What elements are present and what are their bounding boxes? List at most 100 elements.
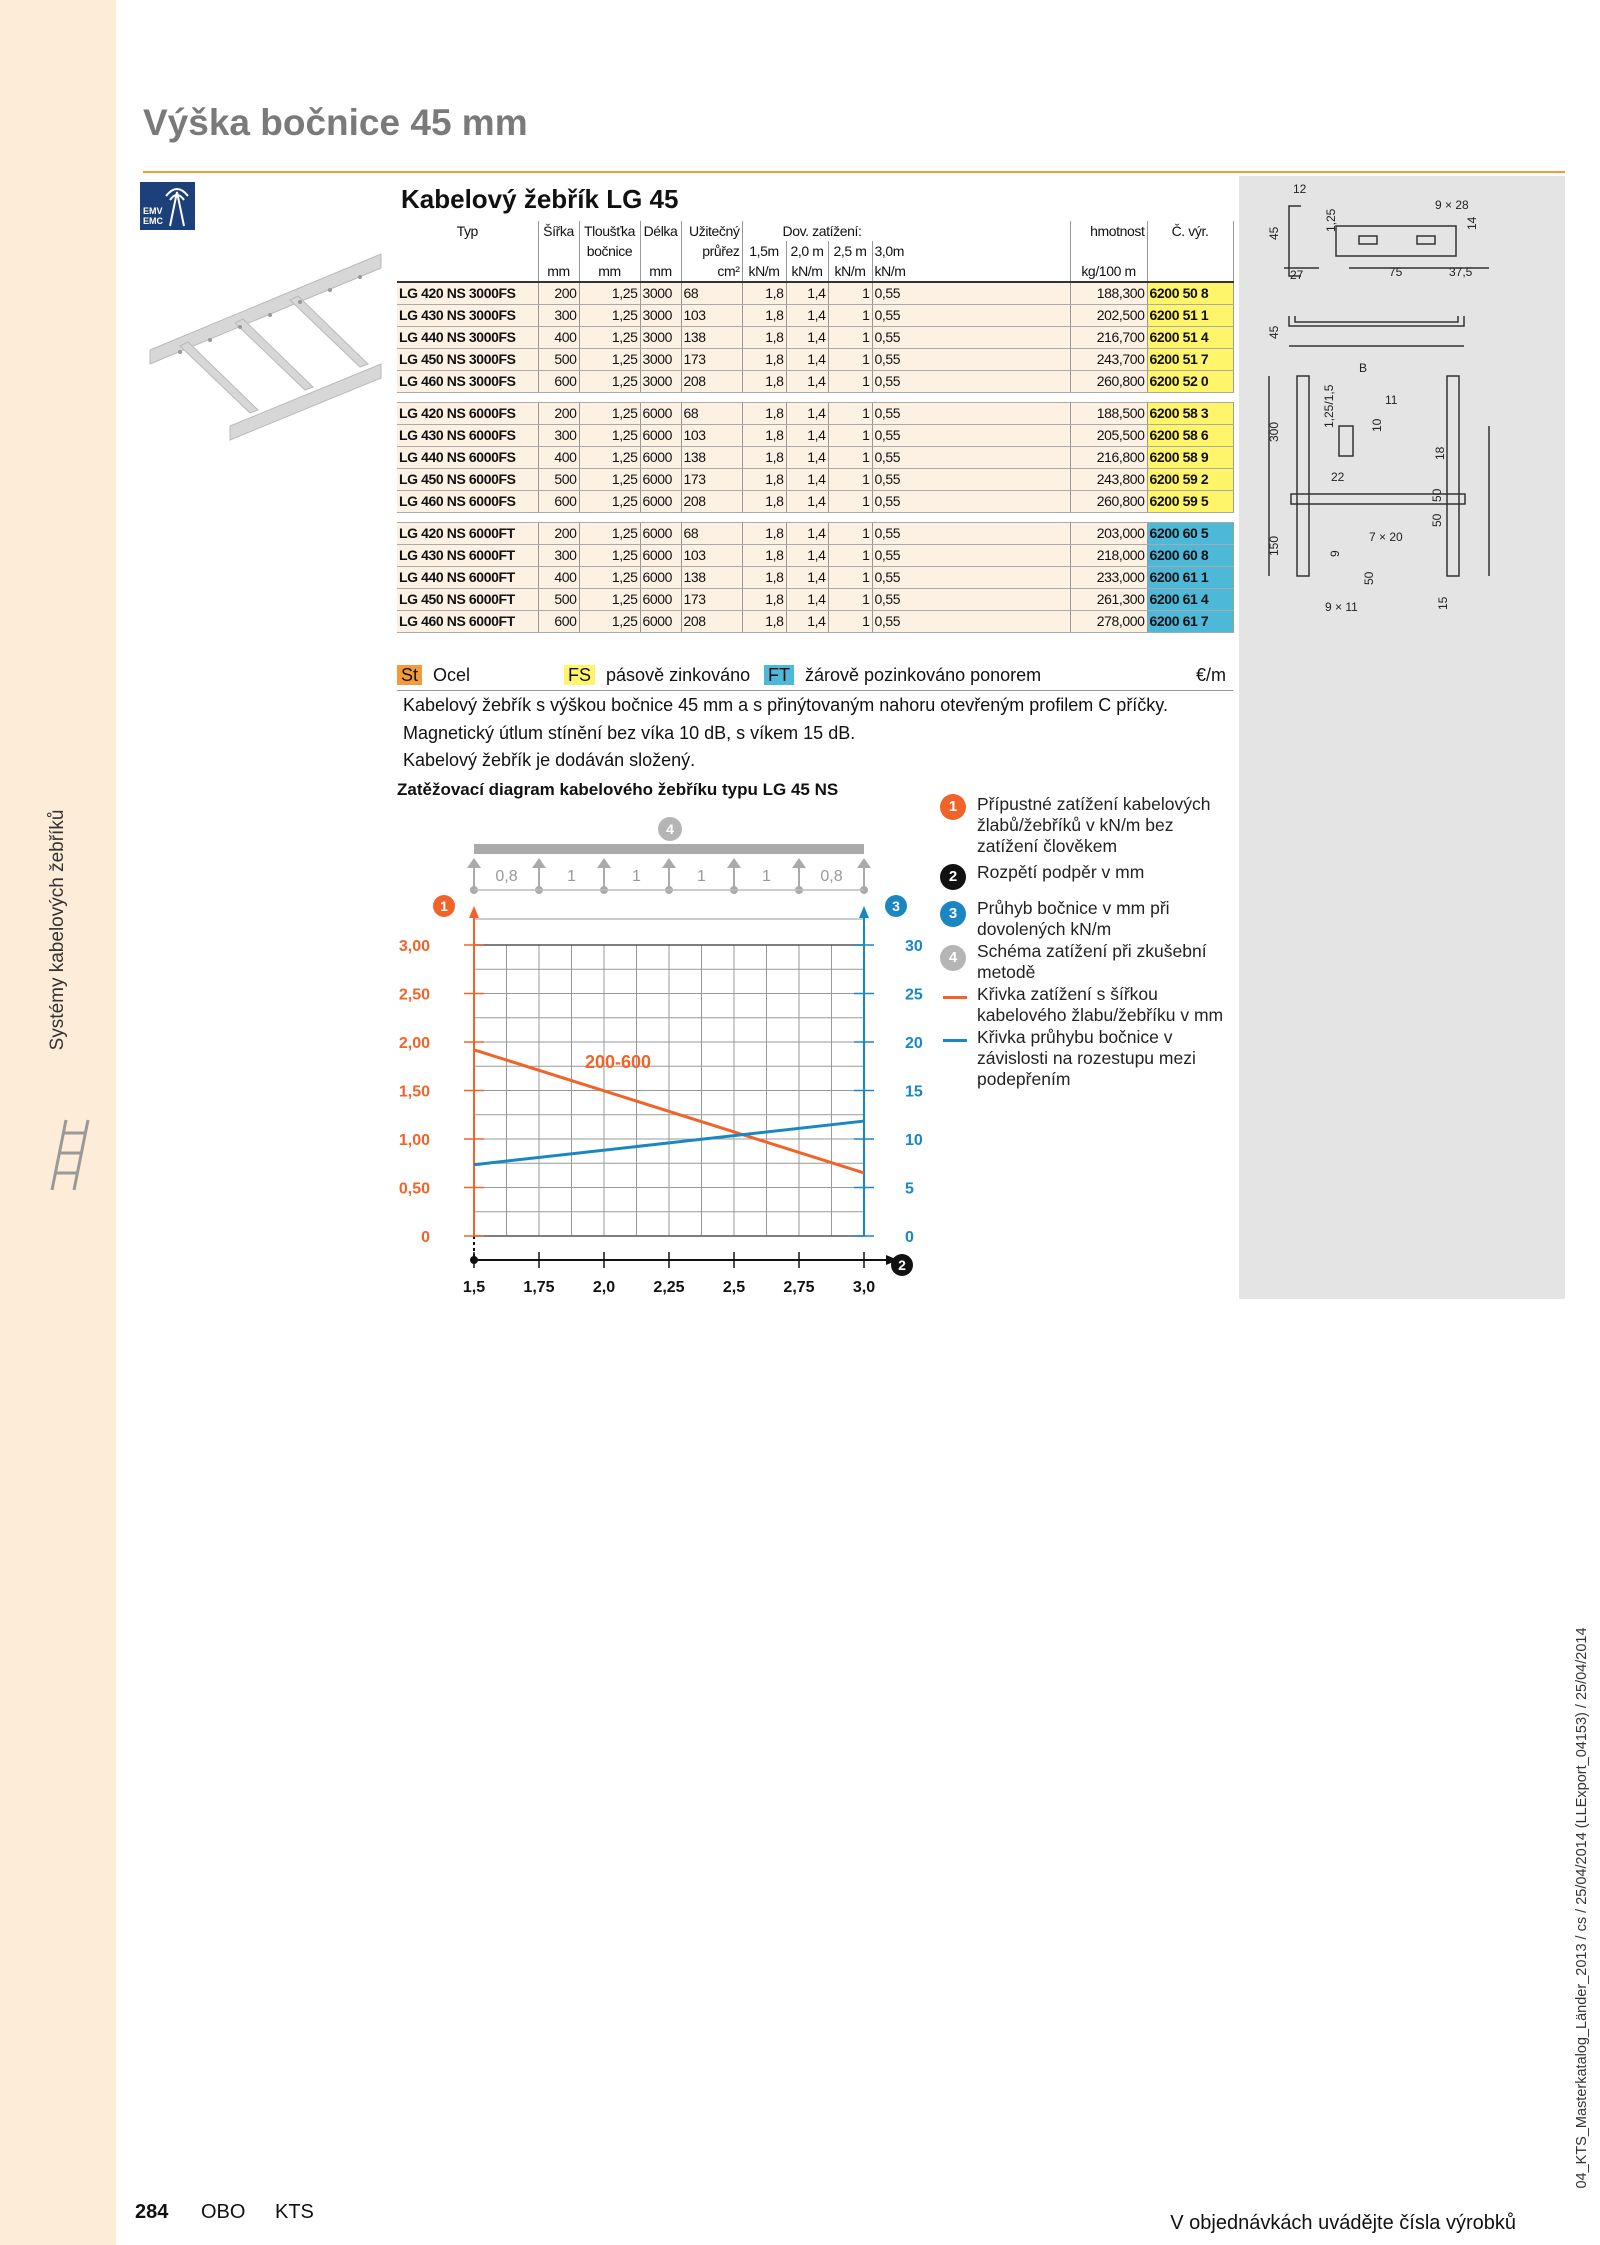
- load-diagram: 40,8 1 1 1 1 0,81 3200,501,001,502,002,503,000…: [399, 817, 923, 1296]
- marker-1: [433, 895, 455, 917]
- span-label: 1: [567, 868, 576, 885]
- marker-3: [885, 895, 907, 917]
- y-tick-label: 1,50: [399, 1084, 430, 1101]
- table-cell: 6000: [640, 566, 682, 589]
- table-cell: 1,4: [786, 326, 829, 349]
- material-text: Ocel: [433, 665, 471, 685]
- footer-note: V objednávkách uvádějte čísla výrobků: [1170, 2212, 1516, 2234]
- table-cell: 1,8: [742, 370, 787, 393]
- unit: [397, 261, 539, 283]
- table-cell: 1: [828, 282, 873, 305]
- table-cell: 3000: [640, 348, 682, 371]
- table-cell: 216,700: [1070, 326, 1148, 349]
- y-tick-label: 2,50: [399, 987, 430, 1004]
- table-cell: 300: [538, 304, 580, 327]
- table-cell: 1,8: [742, 490, 787, 513]
- table-cell: 1,8: [742, 424, 787, 447]
- gap-cell: [397, 392, 1234, 403]
- legend-marker: 1: [940, 794, 966, 820]
- unit: mm: [538, 261, 580, 283]
- legend-text: Křivka průhybu bočnice v závislosti na r…: [977, 1027, 1196, 1089]
- table-cell: 188,300: [1070, 282, 1148, 305]
- table-cell: 216,800: [1070, 446, 1148, 469]
- table-cell: 6200 52 0: [1147, 370, 1234, 393]
- dim-label: 22: [1331, 470, 1345, 484]
- table-row: LG 430 NS 3000FS 300 1,25 3000 103 1,8 1,4 1 0,5…: [397, 304, 1234, 327]
- table-cell: 1,25: [579, 468, 641, 491]
- table-cell: 1,4: [786, 348, 829, 371]
- table-cell: 6200 51 7: [1147, 348, 1234, 371]
- table-cell: 260,800: [1070, 490, 1148, 513]
- table-cell: 1,4: [786, 370, 829, 393]
- table-cell: 1,4: [786, 544, 829, 567]
- table-cell: 6200 59 2: [1147, 468, 1234, 491]
- legend-marker: 4: [940, 945, 966, 971]
- table-cell: 1,4: [786, 610, 829, 633]
- table-row: LG 450 NS 6000FT 500 1,25 6000 173 1,8 1,4 1 0,5…: [397, 588, 1234, 611]
- table-cell: 300: [538, 424, 580, 447]
- table-cell: 3000: [640, 304, 682, 327]
- legend-marker: 2: [940, 864, 966, 890]
- logo-text: EMV: [143, 206, 163, 216]
- logo-icon: [165, 188, 189, 227]
- table-cell: 6000: [640, 402, 682, 425]
- table-cell: 1,8: [742, 566, 787, 589]
- col-header: Užitečný: [681, 221, 743, 241]
- support: [792, 858, 806, 868]
- col-header: Tloušťka: [579, 221, 641, 241]
- table-cell: 1,8: [742, 446, 787, 469]
- table-cell: 0,55: [872, 490, 1071, 513]
- marker-label: 4: [666, 821, 674, 837]
- table-cell: 1,4: [786, 490, 829, 513]
- table-cell: 1: [828, 468, 873, 491]
- table-cell: 400: [538, 446, 580, 469]
- table-row: LG 460 NS 3000FS 600 1,25 3000 208 1,8 1,4 1 0,5…: [397, 370, 1234, 393]
- description: Kabelový žebřík je dodáván složený.: [403, 750, 696, 770]
- table-body: LG 420 NS 3000FS 200 1,25 3000 68 1,8 1,4 1 0,55…: [397, 282, 1234, 633]
- y-tick-label: 1,00: [399, 1132, 430, 1149]
- col-header: Typ: [397, 221, 539, 241]
- table-cell: 173: [681, 588, 743, 611]
- table-cell: 6200 51 4: [1147, 326, 1234, 349]
- table-cell: LG 440 NS 3000FS: [397, 326, 539, 349]
- table-cell: 6000: [640, 544, 682, 567]
- table-cell: 1,8: [742, 522, 787, 545]
- title-rule: [143, 171, 1565, 173]
- span-label: 1: [697, 868, 706, 885]
- legend-marker: 3: [940, 901, 966, 927]
- diagram-title: Zatěžovací diagram kabelového žebříku ty…: [397, 780, 839, 799]
- span-label: 0,8: [495, 868, 517, 885]
- table-cell: 1,8: [742, 468, 787, 491]
- legend-text: Schéma zatížení při zkušební metodě: [977, 941, 1207, 982]
- table-cell: 600: [538, 610, 580, 633]
- table-cell: 6200 61 1: [1147, 566, 1234, 589]
- table-cell: 1,8: [742, 304, 787, 327]
- table-cell: 1: [828, 446, 873, 469]
- table-cell: 6000: [640, 522, 682, 545]
- span-label: 0,8: [820, 868, 842, 885]
- description: Kabelový žebřík s výškou bočnice 45 mm a…: [403, 695, 1168, 715]
- table-row: LG 440 NS 6000FS 400 1,25 6000 138 1,8 1,4 1 0,5…: [397, 446, 1234, 469]
- table-cell: 6200 50 8: [1147, 282, 1234, 305]
- table-cell: 500: [538, 588, 580, 611]
- table-cell: 1: [828, 566, 873, 589]
- table-cell: 6200 51 1: [1147, 304, 1234, 327]
- table-cell: 6000: [640, 446, 682, 469]
- material-text: žárově pozinkováno ponorem: [805, 665, 1042, 685]
- dim-label: 45: [1267, 325, 1281, 339]
- table-cell: 6200 59 5: [1147, 490, 1234, 513]
- rule: [397, 690, 1233, 691]
- unit: kN/m: [872, 261, 1071, 283]
- support: [597, 858, 611, 868]
- table-cell: 1,25: [579, 424, 641, 447]
- table-cell: LG 460 NS 3000FS: [397, 370, 539, 393]
- table-cell: 1,25: [579, 610, 641, 633]
- x-axis-arrow: [886, 1255, 898, 1265]
- dim-label: 7 × 20: [1369, 530, 1403, 544]
- dim-label: 1,25: [1324, 208, 1338, 232]
- table-cell: LG 430 NS 6000FT: [397, 544, 539, 567]
- table-cell: 1: [828, 522, 873, 545]
- table-cell: 0,55: [872, 588, 1071, 611]
- legend-text: Průhyb bočnice v mm při dovolených kN/m: [977, 898, 1170, 939]
